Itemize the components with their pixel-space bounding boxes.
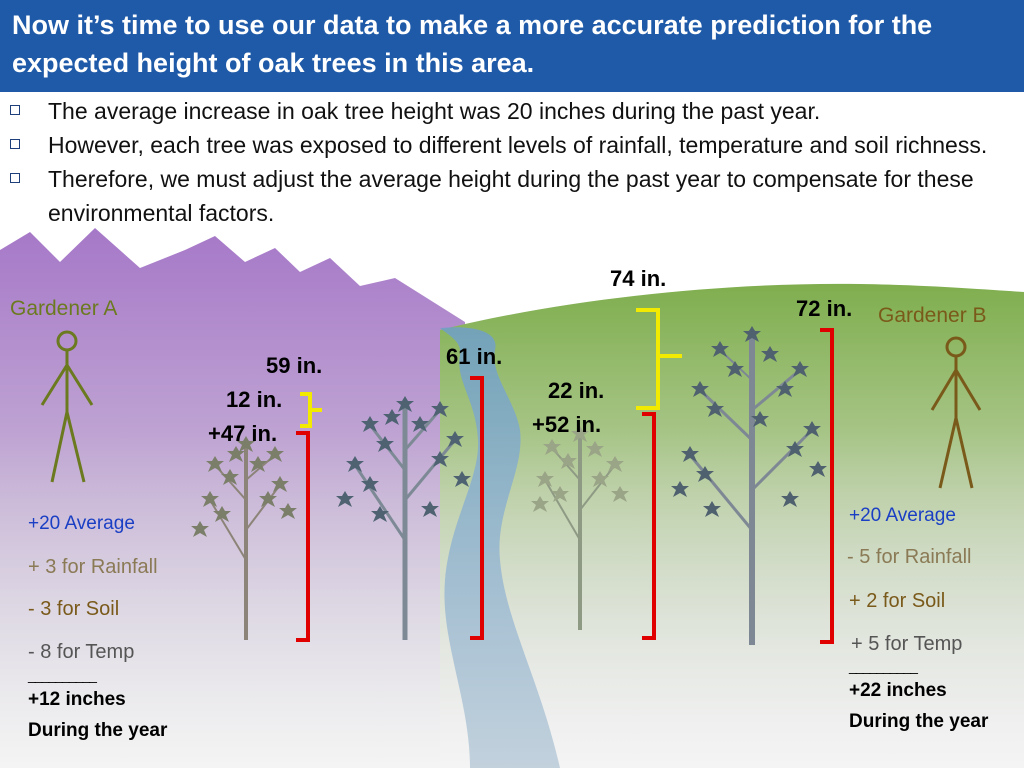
gardener-b-gain: 22 in. bbox=[548, 378, 605, 403]
gardener-b-rainfall: - 5 for Rainfall bbox=[847, 546, 972, 568]
bullet-item: The average increase in oak tree height … bbox=[10, 94, 1015, 128]
tree-a2 bbox=[336, 396, 471, 640]
gardener-a-base: +47 in. bbox=[208, 421, 278, 446]
gardener-b-total: 74 in. bbox=[610, 266, 667, 291]
gardener-a-result-period: During the year bbox=[28, 720, 168, 741]
gardener-b-result: +22 inches bbox=[849, 680, 947, 701]
slide-title: Now it’s time to use our data to make a … bbox=[12, 10, 933, 78]
gardener-b-result-period: During the year bbox=[849, 711, 989, 732]
square-bullet-icon bbox=[10, 105, 20, 115]
bullet-item: However, each tree was exposed to differ… bbox=[10, 128, 1015, 162]
tree-a1 bbox=[191, 436, 297, 640]
gardener-a-total: 59 in. bbox=[266, 353, 323, 378]
bracket-a-base bbox=[296, 431, 310, 642]
gardener-a-average: +20 Average bbox=[28, 513, 135, 534]
gardener-b-name: Gardener B bbox=[878, 304, 987, 327]
gardener-a-name: Gardener A bbox=[10, 297, 118, 320]
gardener-a-gain: 12 in. bbox=[226, 387, 283, 412]
bracket-a-gain bbox=[300, 392, 322, 428]
gardener-a-rainfall: + 3 for Rainfall bbox=[28, 556, 158, 578]
gardener-a-rule: __________ bbox=[28, 667, 97, 683]
bracket-b-base bbox=[642, 412, 656, 640]
tree-b2-total: 72 in. bbox=[796, 296, 853, 321]
gardener-b-rule: __________ bbox=[849, 658, 918, 674]
bullet-item: Therefore, we must adjust the average he… bbox=[10, 162, 1015, 230]
river bbox=[440, 327, 560, 768]
bracket-b-gain bbox=[636, 308, 682, 410]
bracket-a2 bbox=[470, 376, 484, 640]
gardener-a-figure bbox=[40, 330, 94, 483]
tree-b1 bbox=[531, 426, 629, 630]
tree-b2 bbox=[671, 326, 827, 645]
gardener-b-soil: + 2 for Soil bbox=[849, 590, 946, 612]
gardener-a-soil: - 3 for Soil bbox=[28, 598, 120, 620]
title-bar: Now it’s time to use our data to make a … bbox=[0, 0, 1024, 92]
tree-a2-total: 61 in. bbox=[446, 344, 503, 369]
square-bullet-icon bbox=[10, 139, 20, 149]
gardener-b-average: +20 Average bbox=[849, 505, 956, 526]
gardener-b-base: +52 in. bbox=[532, 412, 602, 437]
gardener-a-result: +12 inches bbox=[28, 689, 126, 710]
square-bullet-icon bbox=[10, 173, 20, 183]
gardener-b-figure bbox=[930, 336, 982, 489]
bracket-b2 bbox=[820, 328, 834, 644]
gardener-b-temp: + 5 for Temp bbox=[851, 633, 963, 655]
gardener-a-temp: - 8 for Temp bbox=[28, 641, 135, 663]
bullet-list: The average increase in oak tree height … bbox=[10, 94, 1015, 230]
